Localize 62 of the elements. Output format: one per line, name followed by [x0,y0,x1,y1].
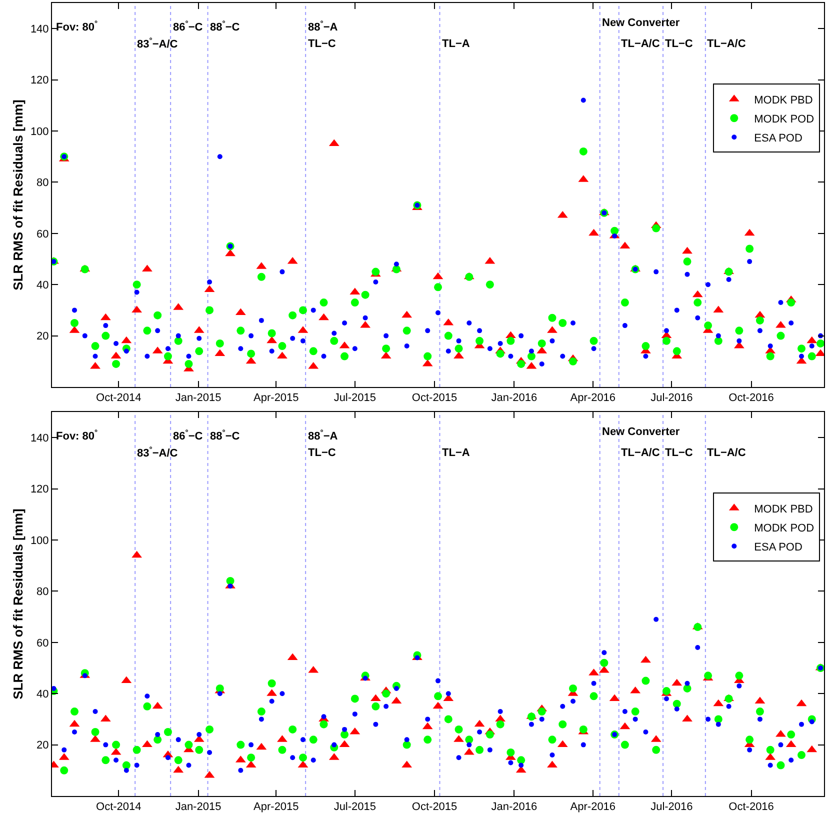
annotation: 88$^{°}$−A [308,428,338,443]
y-tick-label: 20 [36,740,49,752]
x-tick-label: Oct-2016 [728,392,774,404]
annotation: 83$^{°}$−A/C [137,36,178,51]
annotation: 86$^{°}$−C [173,428,203,443]
x-tick-label: Apr-2015 [254,801,299,814]
annotation: 88$^{°}$−A [308,19,338,34]
annotation: TL−C [665,38,693,50]
x-tick-label: Apr-2015 [254,392,299,404]
x-tick-label: Oct-2016 [728,801,774,814]
x-tick-label: Jan-2015 [175,392,222,404]
annotation: New Converter [602,426,680,438]
y-tick-label: 140 [30,432,49,444]
y-tick-label: 100 [30,534,49,547]
annotation: 88$^{°}$−C [210,19,240,34]
y-tick-label: 80 [36,177,49,190]
y-axis-title: SLR RMS of fit Residuals [mm] [10,100,26,290]
y-tick-label: 120 [30,74,49,87]
annotation: TL−A [442,38,470,50]
y-tick-label: 120 [30,484,49,496]
x-tick-label: Jul-2016 [650,801,693,814]
legend-label: MODK POD [754,522,814,534]
x-tick-label: Oct-2015 [412,392,458,404]
annotation: 88$^{°}$−C [210,428,240,443]
y-tick-label: 80 [36,586,49,598]
legend-label: ESA POD [754,541,802,554]
annotation: New Converter [602,17,680,29]
annotation: TL−A/C [621,447,660,459]
annotation: TL−A [442,447,470,459]
y-tick-label: 20 [36,330,49,343]
x-tick-label: Oct-2014 [96,392,142,404]
y-axis-title: SLR RMS of fit Residuals [mm] [10,508,26,700]
annotation: Fov: 80$^{°}$ [56,19,98,34]
annotation: 86$^{°}$−C [173,19,203,34]
x-tick-label: Apr-2016 [570,801,616,814]
x-tick-label: Apr-2016 [570,392,616,404]
y-tick-label: 60 [36,637,49,650]
y-tick-label: 40 [36,279,49,292]
x-tick-label: Oct-2014 [96,801,142,814]
annotation: TL−A/C [621,38,660,50]
legend-label: MODK POD [754,113,814,126]
annotation: Fov: 80$^{°}$ [56,428,98,443]
x-tick-label: Jul-2015 [334,801,376,814]
y-tick-label: 100 [30,126,49,138]
annotation: TL−C [308,38,336,50]
x-tick-label: Jul-2015 [334,392,376,404]
annotation: TL−C [308,447,336,459]
annotation: 83$^{°}$−A/C [137,445,178,460]
annotation: TL−A/C [707,38,746,50]
x-tick-label: Jan-2015 [175,801,222,814]
legend-label: ESA POD [754,132,802,144]
x-tick-label: Jul-2016 [650,392,693,404]
x-tick-label: Jan-2016 [491,801,538,814]
x-tick-label: Jan-2016 [491,392,538,404]
annotation: TL−A/C [707,447,746,459]
y-tick-label: 60 [36,228,49,240]
x-tick-label: Oct-2015 [412,801,458,814]
legend-label: MODK PBD [754,94,813,106]
y-tick-label: 40 [36,688,49,700]
annotation: TL−C [665,447,693,459]
y-tick-label: 140 [30,23,49,36]
legend-label: MODK PBD [754,503,813,516]
